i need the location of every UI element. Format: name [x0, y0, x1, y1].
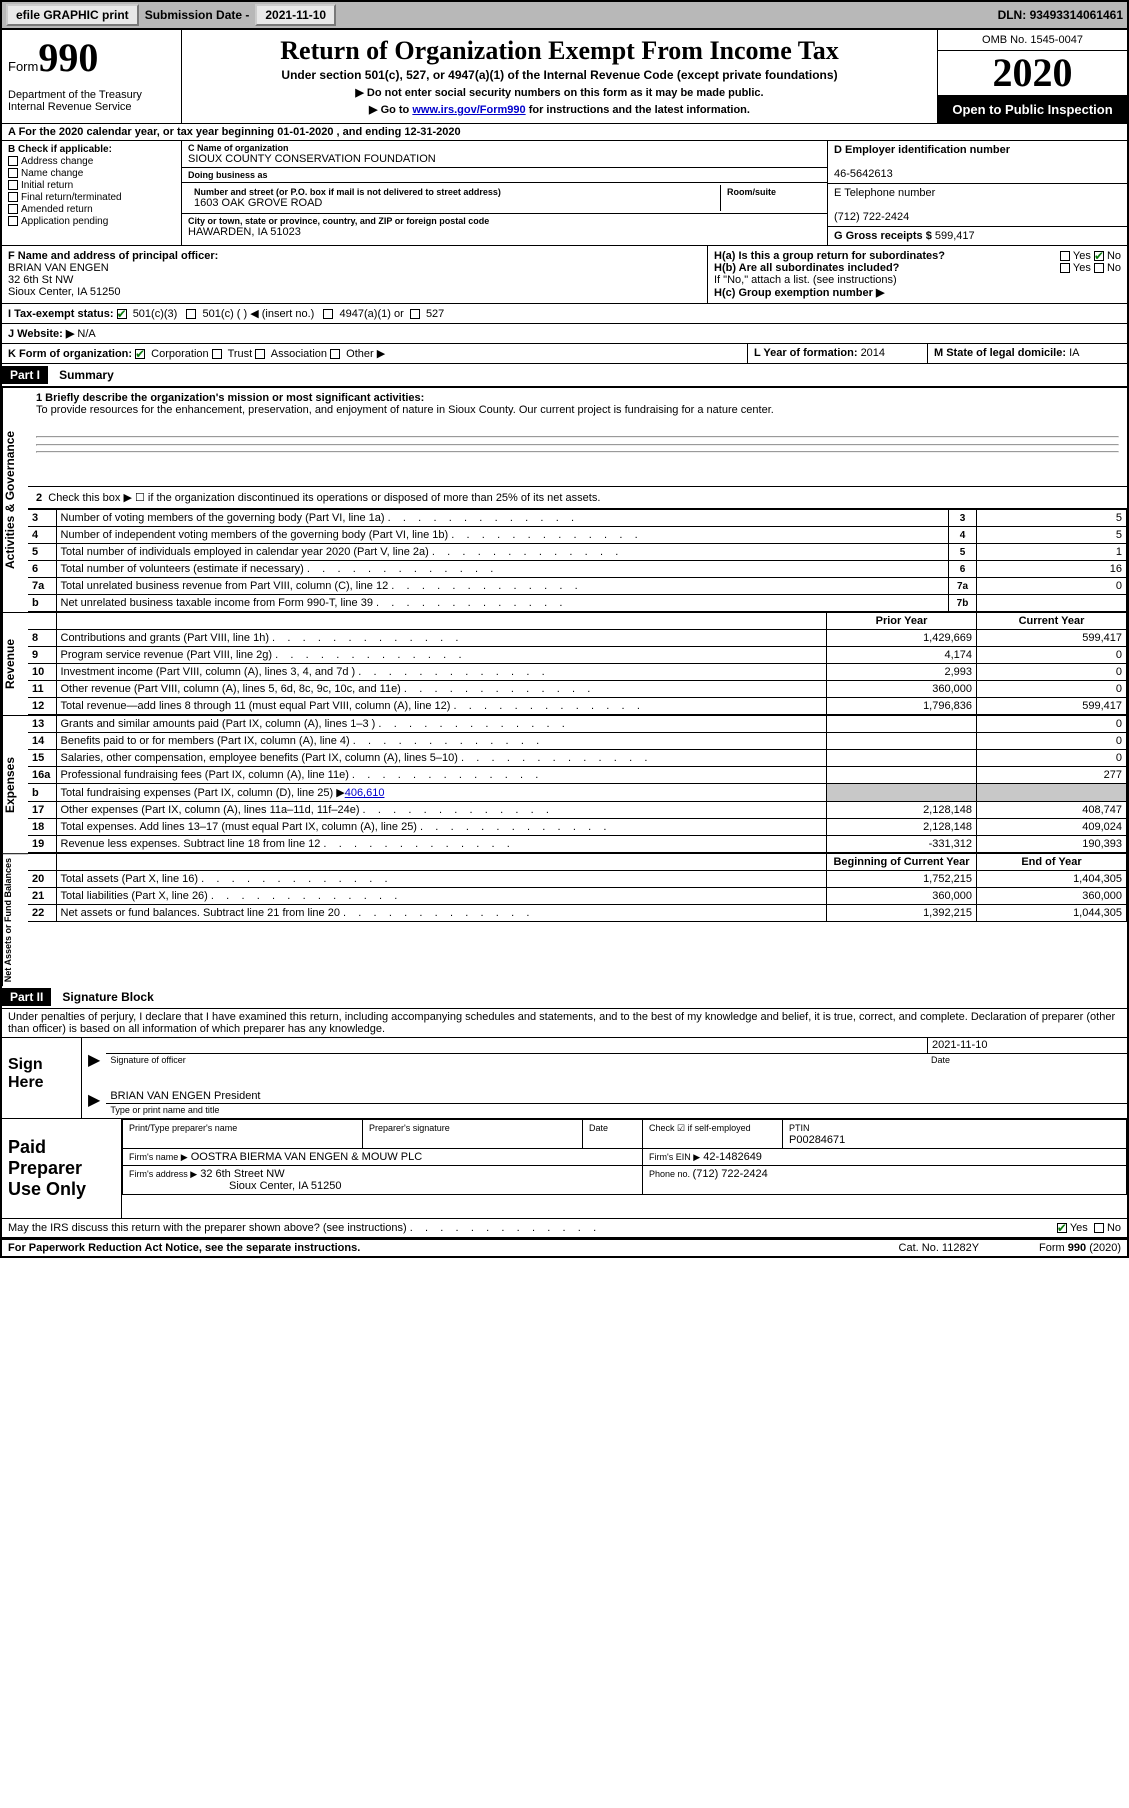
part1-header-row: Part I Summary [2, 364, 1127, 387]
ein-label: D Employer identification number [834, 144, 1010, 156]
perjury-declaration: Under penalties of perjury, I declare th… [2, 1009, 1127, 1038]
part2-badge: Part II [2, 988, 51, 1006]
paid-preparer-section: Paid Preparer Use Only Print/Type prepar… [2, 1119, 1127, 1219]
row-i-tax-status: I Tax-exempt status: 501(c)(3) 501(c) ( … [2, 304, 1127, 324]
chk-501c3[interactable] [117, 309, 127, 319]
officer-addr2: Sioux Center, IA 51250 [8, 286, 121, 298]
street-value: 1603 OAK GROVE ROAD [194, 197, 714, 209]
chk-4947[interactable] [323, 309, 333, 319]
part2-header-row: Part II Signature Block [2, 986, 1127, 1009]
gross-receipts-label: G Gross receipts $ [834, 230, 935, 242]
paid-preparer-label: Paid Preparer Use Only [2, 1119, 122, 1218]
form-header: Form 990 Department of the Treasury Inte… [2, 30, 1127, 124]
officer-name: BRIAN VAN ENGEN [8, 262, 109, 274]
side-governance: Activities & Governance [2, 387, 28, 612]
discuss-row: May the IRS discuss this return with the… [2, 1219, 1127, 1239]
officer-signature-name: BRIAN VAN ENGEN President [106, 1082, 1127, 1104]
sign-here-label: Sign Here [2, 1038, 82, 1118]
submission-date-label: Submission Date - [145, 8, 250, 22]
dln: DLN: 93493314061461 [998, 8, 1123, 22]
row-j-website: J Website: ▶ N/A [2, 324, 1127, 344]
chk-final-return[interactable] [8, 192, 18, 202]
submission-date-button[interactable]: 2021-11-10 [255, 4, 336, 26]
ha-label: H(a) Is this a group return for subordin… [714, 250, 945, 262]
street-label: Number and street (or P.O. box if mail i… [194, 187, 714, 197]
city-label: City or town, state or province, country… [188, 216, 821, 226]
chk-address-change[interactable] [8, 156, 18, 166]
dba-label: Doing business as [188, 170, 821, 180]
form-label: Form [8, 59, 38, 74]
form-title: Return of Organization Exempt From Incom… [188, 36, 931, 66]
section-f-h: F Name and address of principal officer:… [2, 246, 1127, 304]
chk-trust[interactable] [212, 349, 222, 359]
dept-treasury: Department of the Treasury Internal Reve… [8, 89, 175, 113]
org-name-label: C Name of organization [188, 143, 821, 153]
org-name: SIOUX COUNTY CONSERVATION FOUNDATION [188, 153, 821, 165]
part1-title: Summary [51, 368, 114, 382]
chk-name-change[interactable] [8, 168, 18, 178]
telephone-label: E Telephone number [834, 187, 935, 199]
ha-no[interactable] [1094, 251, 1104, 261]
gross-receipts-value: 599,417 [935, 230, 975, 242]
hb-note: If "No," attach a list. (see instruction… [714, 274, 1121, 286]
line2-text: Check this box ▶ ☐ if the organization d… [48, 492, 600, 504]
chk-amended-return[interactable] [8, 204, 18, 214]
form990-link[interactable]: www.irs.gov/Form990 [412, 104, 525, 116]
form-note-ssn: ▶ Do not enter social security numbers o… [188, 86, 931, 99]
sign-here-section: Sign Here ▶ 2021-11-10 Signature of offi… [2, 1038, 1127, 1119]
chk-527[interactable] [410, 309, 420, 319]
chk-501c[interactable] [186, 309, 196, 319]
discuss-yes[interactable] [1057, 1223, 1067, 1233]
row-a-tax-year: A For the 2020 calendar year, or tax yea… [2, 124, 1127, 141]
hb-yes[interactable] [1060, 263, 1070, 273]
room-label: Room/suite [727, 187, 815, 197]
section-b-to-g: B Check if applicable: Address change Na… [2, 141, 1127, 246]
chk-application-pending[interactable] [8, 216, 18, 226]
chk-association[interactable] [255, 349, 265, 359]
gov-lines-table: 3Number of voting members of the governi… [28, 509, 1127, 612]
telephone-value: (712) 722-2424 [834, 211, 909, 223]
efile-print-button[interactable]: efile GRAPHIC print [6, 4, 139, 26]
omb-number: OMB No. 1545-0047 [938, 30, 1127, 51]
chk-other[interactable] [330, 349, 340, 359]
chk-corporation[interactable] [135, 349, 145, 359]
hb-no[interactable] [1094, 263, 1104, 273]
part1-badge: Part I [2, 366, 48, 384]
col-b-checkboxes: B Check if applicable: Address change Na… [2, 141, 182, 245]
mission-text: To provide resources for the enhancement… [36, 404, 774, 416]
ein-value: 46-5642613 [834, 168, 893, 180]
city-value: HAWARDEN, IA 51023 [188, 226, 821, 238]
mission-box: 1 Briefly describe the organization's mi… [28, 387, 1127, 487]
expense-lines-table: 13Grants and similar amounts paid (Part … [28, 715, 1127, 853]
form-number: 990 [38, 34, 98, 81]
discuss-no[interactable] [1094, 1223, 1104, 1233]
hb-label: H(b) Are all subordinates included? [714, 262, 899, 274]
tax-year: 2020 [938, 51, 1127, 96]
side-revenue: Revenue [2, 612, 28, 715]
row-k-form-org: K Form of organization: Corporation Trus… [2, 344, 1127, 364]
officer-addr1: 32 6th St NW [8, 274, 73, 286]
net-lines-table: Beginning of Current YearEnd of Year 20T… [28, 853, 1127, 922]
footer: For Paperwork Reduction Act Notice, see … [2, 1239, 1127, 1256]
open-to-public: Open to Public Inspection [938, 96, 1127, 123]
ha-yes[interactable] [1060, 251, 1070, 261]
hc-label: H(c) Group exemption number ▶ [714, 287, 884, 299]
form-subtitle: Under section 501(c), 527, or 4947(a)(1)… [188, 68, 931, 82]
part2-title: Signature Block [54, 990, 153, 1004]
side-expenses: Expenses [2, 715, 28, 853]
chk-initial-return[interactable] [8, 180, 18, 190]
topbar: efile GRAPHIC print Submission Date - 20… [0, 0, 1129, 30]
side-net-assets: Net Assets or Fund Balances [2, 853, 28, 986]
officer-label: F Name and address of principal officer: [8, 250, 218, 262]
form-body: Form 990 Department of the Treasury Inte… [0, 30, 1129, 1258]
form-note-link: ▶ Go to www.irs.gov/Form990 for instruct… [188, 103, 931, 116]
revenue-lines-table: Prior YearCurrent Year 8Contributions an… [28, 612, 1127, 715]
